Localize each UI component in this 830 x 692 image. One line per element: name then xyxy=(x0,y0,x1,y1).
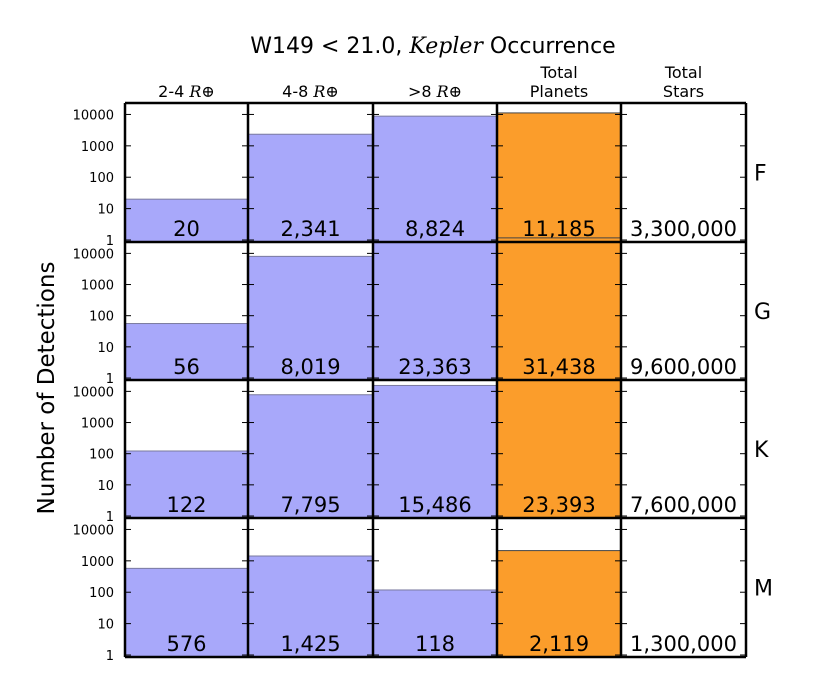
y-tick-label-M-100: 100 xyxy=(89,586,114,601)
column-header-0-range: 2-4 xyxy=(158,82,189,101)
bar-F-0 xyxy=(124,198,249,243)
value-label-K-3: 23,393 xyxy=(522,493,595,517)
y-tick-label-K-100: 100 xyxy=(89,448,114,463)
value-label-G-0: 56 xyxy=(173,355,200,379)
bar-K-0 xyxy=(124,450,249,519)
column-header-1-radius-symbol: R⊕ xyxy=(312,82,338,101)
column-header-2-radius-symbol: R⊕ xyxy=(436,82,462,101)
y-tick-label-M-1000: 1000 xyxy=(81,555,114,570)
chart-title-suffix: Occurrence xyxy=(483,34,616,59)
column-header-0-radius-symbol: R⊕ xyxy=(188,82,214,101)
y-tick-label-M-10000: 10000 xyxy=(73,523,114,538)
chart-title: W149 < 21.0, Kepler Occurrence xyxy=(250,34,615,59)
stars-label-G: 9,600,000 xyxy=(630,355,737,379)
column-header-1-range: 4-8 xyxy=(282,82,313,101)
column-header-2-range: >8 xyxy=(408,82,437,101)
value-label-G-2: 23,363 xyxy=(398,355,471,379)
stars-label-F: 3,300,000 xyxy=(630,217,737,241)
y-tick-label-K-1: 1 xyxy=(106,510,114,525)
bar-M-0 xyxy=(124,567,249,658)
value-label-F-3: 11,185 xyxy=(522,217,595,241)
chart-title-prefix: W149 < 21.0, xyxy=(250,34,409,59)
row-label-M: M xyxy=(754,577,773,602)
column-header-4-line2: Stars xyxy=(663,82,704,101)
row-label-F: F xyxy=(754,162,767,187)
value-label-F-1: 2,341 xyxy=(280,217,340,241)
bar-M-3 xyxy=(496,550,622,658)
stars-label-M: 1,300,000 xyxy=(630,632,737,656)
stars-label-K: 7,600,000 xyxy=(630,493,737,517)
y-axis-label: Number of Detections xyxy=(34,262,60,515)
value-label-F-0: 20 xyxy=(173,217,200,241)
y-tick-label-G-1: 1 xyxy=(106,372,114,387)
column-header-2: >8 R⊕ xyxy=(408,82,462,101)
y-tick-label-M-10: 10 xyxy=(97,618,114,633)
y-tick-label-F-1: 1 xyxy=(106,234,114,249)
value-label-G-3: 31,438 xyxy=(522,355,595,379)
value-label-M-2: 118 xyxy=(415,632,455,656)
column-header-3-line2: Planets xyxy=(530,82,589,101)
y-tick-label-F-10: 10 xyxy=(97,203,114,218)
value-label-K-1: 7,795 xyxy=(280,493,340,517)
row-label-G: G xyxy=(754,300,771,325)
y-tick-label-K-10000: 10000 xyxy=(73,385,114,400)
y-tick-label-F-10000: 10000 xyxy=(73,108,114,123)
y-tick-label-F-100: 100 xyxy=(89,171,114,186)
bar-G-3 xyxy=(496,237,622,381)
value-label-K-0: 122 xyxy=(166,493,206,517)
bar-K-3 xyxy=(496,379,622,519)
column-header-4-line1: Total xyxy=(664,63,702,82)
y-tick-label-G-1000: 1000 xyxy=(81,279,114,294)
column-header-1: 4-8 R⊕ xyxy=(282,82,339,101)
column-header-0: 2-4 R⊕ xyxy=(158,82,215,101)
y-tick-label-G-10: 10 xyxy=(97,341,114,356)
row-label-K: K xyxy=(754,438,769,463)
value-label-K-2: 15,486 xyxy=(398,493,471,517)
value-label-M-0: 576 xyxy=(166,632,206,656)
column-header-3-line1: Total xyxy=(539,63,577,82)
value-label-F-2: 8,824 xyxy=(405,217,465,241)
value-label-M-1: 1,425 xyxy=(280,632,340,656)
y-tick-label-G-10000: 10000 xyxy=(73,247,114,262)
value-label-G-1: 8,019 xyxy=(280,355,340,379)
panel-grid: 20 2,341 8,824 11,185 3,300,000 F 1 10 100 1000 10… xyxy=(73,101,773,664)
y-tick-label-G-100: 100 xyxy=(89,310,114,325)
bar-K-2 xyxy=(372,384,498,519)
bar-F-2 xyxy=(372,115,498,243)
bar-F-1 xyxy=(247,133,374,243)
chart-title-italic: Kepler xyxy=(408,34,484,59)
y-tick-label-M-1: 1 xyxy=(106,649,114,664)
bar-K-1 xyxy=(247,394,374,519)
bar-F-3 xyxy=(496,112,622,243)
value-label-M-3: 2,119 xyxy=(529,632,589,656)
y-tick-label-K-10: 10 xyxy=(97,479,114,494)
bar-G-0 xyxy=(124,323,249,381)
bar-M-2 xyxy=(372,589,498,658)
y-tick-label-F-1000: 1000 xyxy=(81,140,114,155)
bar-G-1 xyxy=(247,255,374,381)
y-tick-label-K-1000: 1000 xyxy=(81,417,114,432)
